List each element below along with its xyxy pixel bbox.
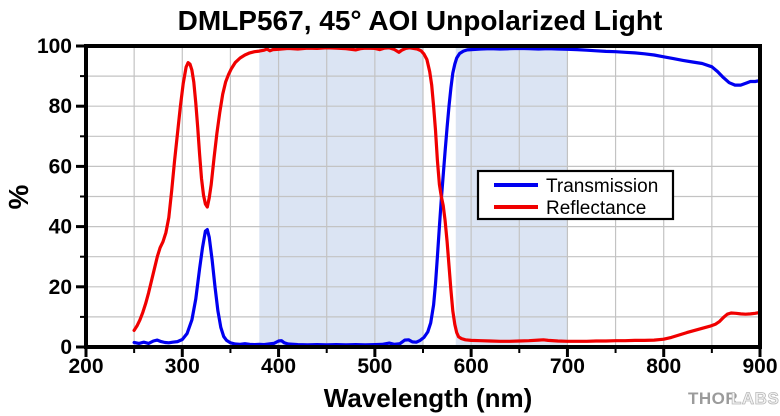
y-tick-label: 20: [49, 276, 72, 299]
y-axis-label: %: [3, 184, 34, 209]
axis-ticks: [76, 44, 762, 357]
curve-transmission: [132, 46, 762, 347]
plot-frame: [84, 44, 762, 349]
thorlabs-logo: THOR LABS: [688, 389, 779, 409]
x-tick-label: 300: [165, 355, 200, 378]
x-tick-label: 800: [646, 355, 681, 378]
x-tick-label: 200: [68, 355, 103, 378]
x-tick-label: 700: [550, 355, 585, 378]
y-tick-label: 60: [49, 155, 72, 178]
y-tick-label: 0: [60, 336, 72, 359]
logo-thor-text: THOR: [688, 389, 738, 408]
axis-tick-labels: 200 300 400 500 600 700 800 900 0 20 40 60 80 100: [37, 35, 778, 378]
chart-title: DMLP567, 45° AOI Unpolarized Light: [178, 5, 663, 36]
curve-reflectance: [132, 46, 762, 343]
x-tick-label: 900: [742, 355, 777, 378]
legend-label-transmission: Transmission: [546, 176, 658, 197]
legend: Transmission Reflectance: [476, 169, 675, 221]
logo-labs-text: LABS: [731, 389, 779, 408]
legend-box: [476, 169, 675, 221]
x-tick-label: 600: [454, 355, 489, 378]
x-axis-label: Wavelength (nm): [324, 383, 532, 413]
x-tick-label: 500: [357, 355, 392, 378]
y-tick-label: 80: [49, 95, 72, 118]
data-curves: [132, 46, 762, 347]
y-tick-label: 100: [37, 35, 72, 58]
y-tick-label: 40: [49, 216, 72, 239]
x-tick-label: 400: [261, 355, 296, 378]
legend-label-reflectance: Reflectance: [546, 198, 646, 219]
